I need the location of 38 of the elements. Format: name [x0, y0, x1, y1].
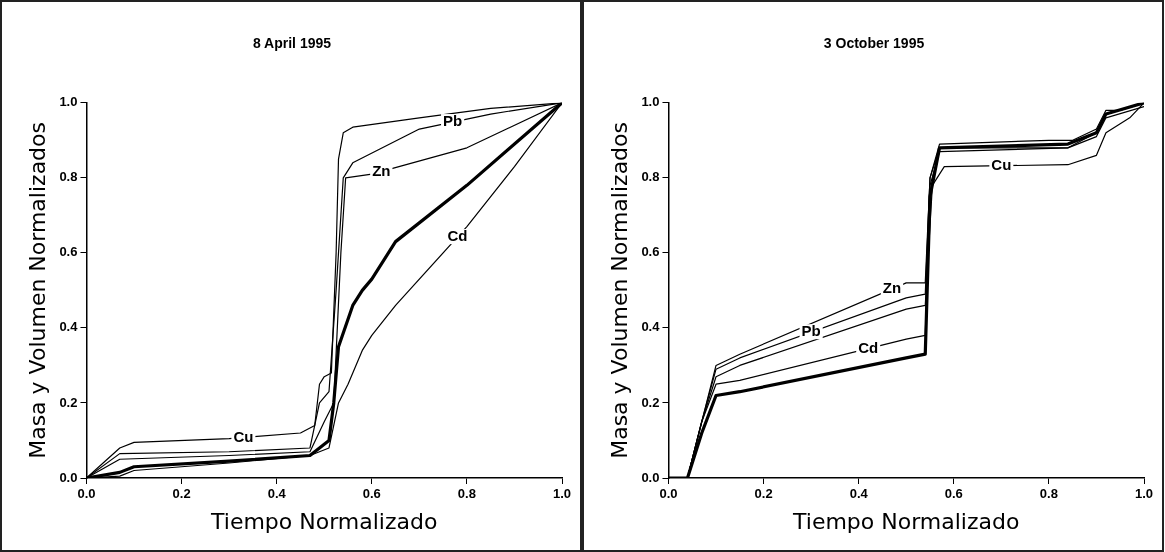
series-label: Pb — [443, 112, 463, 130]
x-tick-label: 0.6 — [362, 486, 381, 502]
y-tick-label: 1.0 — [641, 94, 660, 110]
series-label: Cu — [233, 427, 254, 445]
x-tick-label: 0.8 — [457, 486, 476, 502]
y-tick-label: 0.4 — [641, 319, 661, 335]
chart-title: 8 April 1995 — [252, 35, 332, 52]
series-label: Zn — [882, 279, 902, 297]
y-axis-title: Masa y Volumen Normalizados — [606, 121, 632, 459]
series-label: Cd — [447, 227, 468, 245]
y-tick-label: 0.0 — [59, 469, 78, 485]
chart-title: 3 October 1995 — [823, 35, 925, 52]
x-tick-label: 0.2 — [172, 486, 191, 502]
y-tick-label: 0.0 — [641, 469, 660, 485]
x-tick-label: 0.0 — [659, 486, 678, 502]
x-tick-label: 0.8 — [1039, 486, 1058, 502]
series-label: Cd — [858, 338, 879, 356]
y-tick-label: 0.2 — [59, 394, 78, 410]
y-tick-label: 0.2 — [641, 394, 660, 410]
y-tick-label: 1.0 — [59, 94, 78, 110]
x-tick-label: 0.4 — [849, 486, 869, 502]
x-axis-title: Tiempo Normalizado — [210, 508, 438, 534]
series-label: Zn — [372, 161, 391, 179]
y-tick-label: 0.4 — [59, 319, 79, 335]
x-tick-label: 0.0 — [77, 486, 96, 502]
x-tick-label: 0.2 — [754, 486, 773, 502]
x-tick-label: 1.0 — [1134, 486, 1154, 502]
y-tick-label: 0.6 — [641, 244, 660, 260]
y-tick-label: 0.8 — [641, 169, 660, 185]
y-axis-title: Masa y Volumen Normalizados — [24, 121, 50, 459]
y-tick-label: 0.6 — [59, 244, 78, 260]
x-tick-label: 0.4 — [267, 486, 287, 502]
y-tick-label: 0.8 — [59, 169, 78, 185]
x-tick-label: 0.6 — [944, 486, 963, 502]
x-axis-title: Tiempo Normalizado — [792, 508, 1020, 534]
x-tick-label: 1.0 — [552, 486, 572, 502]
series-label: Cu — [991, 155, 1012, 173]
series-label: Pb — [801, 322, 821, 340]
